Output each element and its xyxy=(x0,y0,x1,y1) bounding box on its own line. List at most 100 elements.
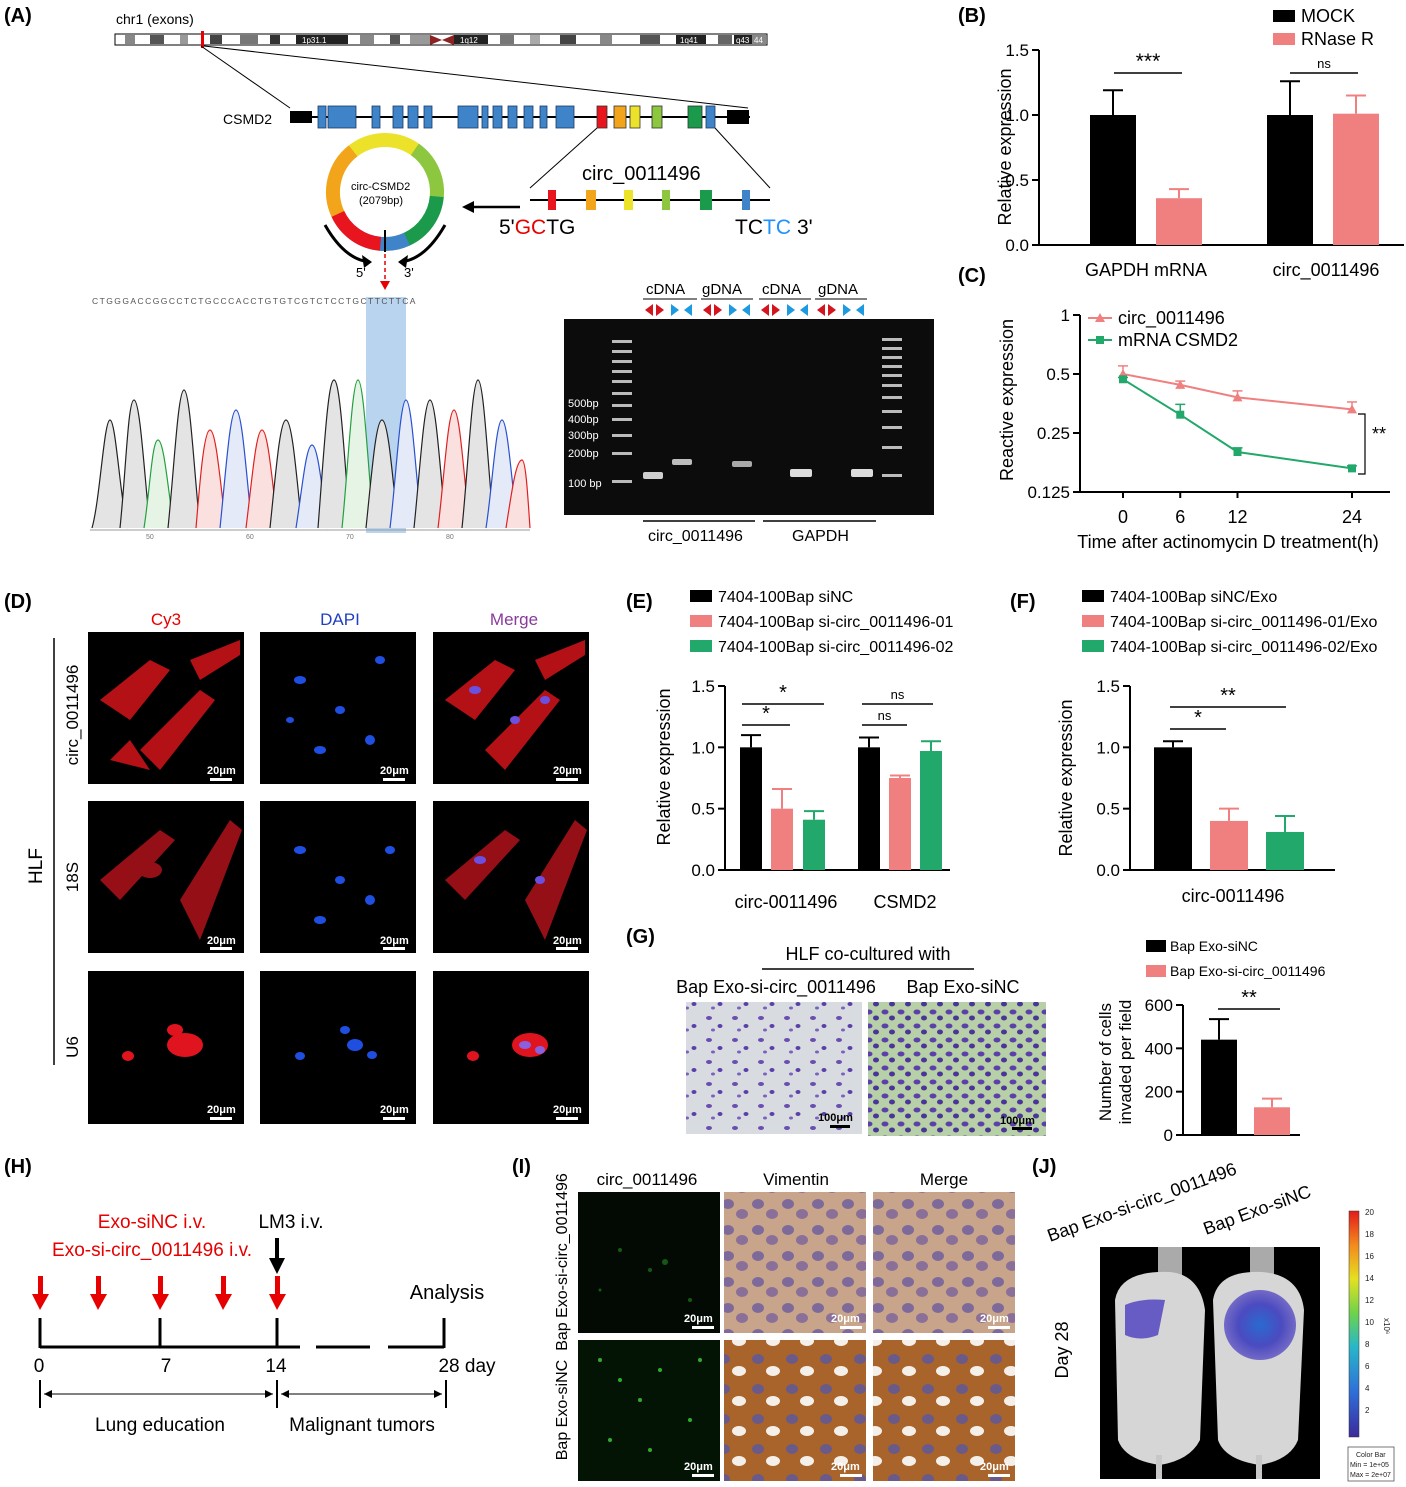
c-ylabel: Reactive expression xyxy=(997,319,1017,481)
f-bar-0 xyxy=(1154,747,1192,870)
j-colorbar xyxy=(1347,1210,1395,1482)
zoom-line-left xyxy=(200,45,291,109)
f-y-tick-label-2: 1.0 xyxy=(1096,738,1120,757)
c-xlabel: Time after actinomycin D treatment(h) xyxy=(1077,532,1378,552)
e-legend-label-0: 7404-100Bap siNC xyxy=(718,589,853,606)
c-series-line-0 xyxy=(1122,373,1353,411)
cbar-title: Color Bar xyxy=(1356,1452,1386,1459)
three-prime-label: 3' xyxy=(404,265,414,280)
cbar-tick-14: 14 xyxy=(1365,1274,1374,1283)
zoom-line-right xyxy=(203,45,749,109)
cbar-tick-4: 4 xyxy=(1365,1384,1370,1393)
d-scale-4: 20μm xyxy=(207,935,236,947)
c-y-tick-label-2: 0.5 xyxy=(1046,365,1070,384)
circ-zoom-right xyxy=(714,127,771,189)
e-y-tick-label-1: 0.5 xyxy=(691,800,715,819)
f-y-tick-label-3: 1.5 xyxy=(1096,677,1120,696)
c-point-0-3 xyxy=(1347,404,1357,414)
ladder-200: 200bp xyxy=(568,448,599,460)
f-category-0: circ-0011496 xyxy=(1182,886,1285,906)
gel-lane-label-1: cDNA xyxy=(646,281,685,298)
e-legend-swatch-2 xyxy=(690,640,712,652)
f-legend-swatch-0 xyxy=(1082,590,1104,602)
i-scale-6: 20μm xyxy=(980,1461,1009,1473)
g-y-tick-label-2: 400 xyxy=(1145,1039,1173,1058)
c-legend-label-1: mRNA CSMD2 xyxy=(1118,330,1238,350)
band-q43: q43 xyxy=(736,36,750,45)
c-sig-bracket xyxy=(1358,413,1366,475)
c-point-1-1 xyxy=(1176,410,1185,419)
cbar-tick-20: 20 xyxy=(1365,1208,1374,1217)
b-category-1: circ_0011496 xyxy=(1273,260,1380,281)
c-series-line-1 xyxy=(1122,378,1353,470)
i-row-2: Bap Exo-siNC xyxy=(554,1360,571,1460)
e-bar-2-0 xyxy=(803,819,825,870)
gel-bottom-label-2: GAPDH xyxy=(792,528,849,545)
panel-label-i: (I) xyxy=(512,1156,531,1178)
b-legend-swatch-0 xyxy=(1273,10,1295,22)
h-day-14: 14 xyxy=(265,1356,287,1377)
c-point-1-3 xyxy=(1348,464,1356,473)
e-y-tick-label-0: 0.0 xyxy=(691,861,715,880)
b-bar-0-0 xyxy=(1090,115,1136,245)
ladder-300: 300bp xyxy=(568,430,599,442)
chart-g: 0 200 400 600 ** Number of cells invaded per f… xyxy=(1096,938,1326,1145)
d-col-merge: Merge xyxy=(490,610,538,629)
g-legend-label-1: Bap Exo-si-circ_0011496 xyxy=(1170,963,1326,979)
h-day-7: 7 xyxy=(161,1356,172,1377)
cbar-tick-10: 10 xyxy=(1365,1318,1374,1327)
chromosome-ideogram xyxy=(114,31,768,48)
d-scale-8: 20μm xyxy=(380,1104,409,1116)
ladder-100: 100 bp xyxy=(568,478,602,490)
e-sig-label-3: ns xyxy=(878,708,892,723)
e-y-tick-label-3: 1.5 xyxy=(691,677,715,696)
g-legend-swatch-0 xyxy=(1146,940,1166,952)
cbar-tick-16: 16 xyxy=(1365,1252,1374,1261)
panel-label-d: (D) xyxy=(4,591,32,613)
f-legend-swatch-2 xyxy=(1082,640,1104,652)
b-legend-label-1: RNase R xyxy=(1301,29,1374,49)
cbar-tick-12: 12 xyxy=(1365,1296,1374,1305)
chart-f: 0.0 0.5 1.0 1.5 circ-0011496 Relative express… xyxy=(1056,589,1378,906)
g-bar-1 xyxy=(1254,1107,1290,1135)
h-phase-2: Malignant tumors xyxy=(289,1415,435,1436)
g-ylabel-2: invaded per field xyxy=(1116,1000,1135,1125)
c-sig-label: ** xyxy=(1372,424,1386,444)
c-y-tick-label-1: 0.25 xyxy=(1037,424,1070,443)
panel-label-b: (B) xyxy=(958,5,986,27)
f-ylabel: Relative expression xyxy=(1056,699,1076,856)
e-sig-label-0: * xyxy=(779,682,787,704)
g-bar-0 xyxy=(1201,1039,1237,1135)
b-legend-swatch-1 xyxy=(1273,33,1295,45)
i-scale-1: 20μm xyxy=(684,1313,713,1325)
panel-label-h: (H) xyxy=(4,1156,32,1178)
e-sig-label-1: * xyxy=(762,703,770,725)
seq-tick-70: 70 xyxy=(346,534,354,541)
band-1q41: 1q41 xyxy=(680,36,698,45)
c-legend-marker-1 xyxy=(1096,336,1104,344)
g-legend-swatch-1 xyxy=(1146,965,1166,977)
f-legend-label-2: 7404-100Bap si-circ_0011496-02/Exo xyxy=(1110,639,1378,656)
b-legend-label-0: MOCK xyxy=(1301,6,1355,26)
cbar-tick-18: 18 xyxy=(1365,1230,1374,1239)
j-right-label: Bap Exo-siNC xyxy=(1201,1181,1314,1238)
i-scale-3: 20μm xyxy=(980,1313,1009,1325)
d-scale-6: 20μm xyxy=(553,935,582,947)
cbar-tick-6: 6 xyxy=(1365,1362,1370,1371)
c-x-tick-label-1: 6 xyxy=(1175,507,1185,527)
h-timeline xyxy=(32,1238,447,1408)
g-y-tick-label-1: 200 xyxy=(1145,1083,1173,1102)
i-scale-4: 20μm xyxy=(684,1461,713,1473)
b-bar-1-1 xyxy=(1333,113,1379,245)
d-col-dapi: DAPI xyxy=(320,610,360,629)
chart-b: 0.0 0.5 1.0 1.5 GAPDH mRNA circ_0011496 Relati… xyxy=(995,6,1404,281)
c-legend-label-0: circ_0011496 xyxy=(1118,308,1225,329)
cbar-min: Min = 1e+05 xyxy=(1350,1462,1389,1469)
b-y-tick-label-2: 1.0 xyxy=(1005,106,1029,125)
c-point-1-2 xyxy=(1233,447,1242,456)
h-phase-1: Lung education xyxy=(95,1415,225,1436)
e-legend-swatch-1 xyxy=(690,615,712,627)
seq-tick-60: 60 xyxy=(246,534,254,541)
